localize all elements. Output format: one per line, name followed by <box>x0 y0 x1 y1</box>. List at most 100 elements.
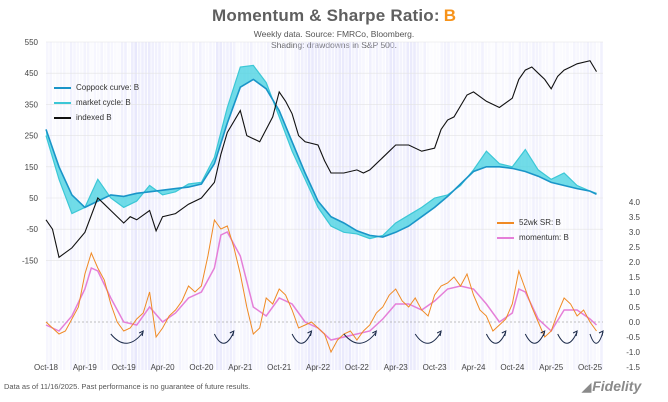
bitcoin-symbol-icon: B <box>443 6 456 25</box>
shading-stripe <box>226 42 229 370</box>
shading-stripe <box>369 42 372 370</box>
shading-stripe <box>338 42 341 370</box>
x-tick-label: Oct-24 <box>500 363 525 372</box>
shading-stripe <box>263 42 267 370</box>
x-tick-label: Oct-22 <box>345 363 370 372</box>
shading-stripe <box>600 42 603 370</box>
shading-stripe <box>188 42 192 370</box>
shading-stripe <box>161 42 165 370</box>
shading-stripe <box>222 42 226 370</box>
fidelity-logo-text: Fidelity <box>592 378 642 394</box>
shading-stripe <box>505 42 508 370</box>
shading-stripe <box>260 42 263 370</box>
shading-stripe <box>182 42 185 370</box>
shading-stripe <box>399 42 403 370</box>
lower-y-tick-label: 4.0 <box>629 198 641 207</box>
shading-stripe <box>83 42 86 370</box>
shading-stripe <box>409 42 413 370</box>
shading-stripe <box>447 42 450 370</box>
shading-stripe <box>63 42 66 370</box>
shading-stripe <box>158 42 161 370</box>
shading-stripe <box>460 42 464 370</box>
shading-stripe <box>440 42 443 370</box>
trough-arrow-head <box>436 330 442 337</box>
shading-stripe <box>559 42 562 370</box>
shading-stripe <box>477 42 481 370</box>
shading-stripe <box>212 42 216 370</box>
fidelity-logo-icon: ◢ <box>582 380 592 394</box>
lower-y-tick-label: 0.0 <box>629 318 641 327</box>
shading-stripe <box>491 42 494 370</box>
shading-stripe <box>250 42 253 370</box>
shading-stripe <box>590 42 593 370</box>
lower-y-tick-label: -1.5 <box>626 363 640 372</box>
upper-y-tick-label: -50 <box>26 225 38 234</box>
shading-stripe <box>209 42 212 370</box>
shading-stripe <box>552 42 556 370</box>
x-tick-label: Oct-19 <box>112 363 137 372</box>
shading-stripe <box>573 42 576 370</box>
shading-stripe <box>267 42 270 370</box>
shading-stripe <box>331 42 335 370</box>
x-tick-label: Oct-18 <box>34 363 59 372</box>
shading-stripe <box>511 42 515 370</box>
legend-label-market-cycle: market cycle: B <box>76 98 131 107</box>
trough-arrow-head <box>229 330 235 337</box>
legend-swatch-coppock <box>54 87 71 89</box>
lower-panel <box>45 218 598 354</box>
shading-stripe <box>144 42 148 370</box>
shading-stripe <box>141 42 144 370</box>
shading-stripe <box>515 42 518 370</box>
trough-arrow-head <box>598 330 604 337</box>
shading-stripe <box>311 42 314 370</box>
lower-legend: 52wk SR: B momentum: B <box>497 215 569 245</box>
lower-y-tick-label: 1.5 <box>629 273 641 282</box>
shading-stripe <box>273 42 277 370</box>
shading-stripe <box>416 42 420 370</box>
shading-stripe <box>569 42 573 370</box>
legend-item-coppock: Coppock curve: B <box>54 80 139 95</box>
shading-stripe <box>290 42 294 370</box>
trough-arrow <box>291 331 312 344</box>
shading-stripe <box>110 42 114 370</box>
trough-arrow-head <box>138 330 144 337</box>
lower-y-tick-label: -0.5 <box>626 333 640 342</box>
fidelity-logo: ◢Fidelity <box>582 378 641 394</box>
shading-stripe <box>457 42 460 370</box>
shading-stripe <box>199 42 202 370</box>
shading-stripe <box>355 42 358 370</box>
shading-stripe <box>518 42 522 370</box>
shading-stripe <box>494 42 498 370</box>
x-tick-label: Apr-21 <box>228 363 253 372</box>
shading-stripe <box>375 42 379 370</box>
lower-y-tick-label: 1.0 <box>629 288 641 297</box>
legend-item-momentum: momentum: B <box>497 230 569 245</box>
shading-stripe <box>134 42 137 370</box>
x-tick-label: Oct-20 <box>189 363 214 372</box>
trough-arrow <box>343 331 377 344</box>
shading-stripe <box>301 42 304 370</box>
chart-title: Momentum & Sharpe Ratio: <box>212 6 440 25</box>
shading-stripe <box>596 42 600 370</box>
upper-y-tick-label: 50 <box>29 194 38 203</box>
shading-stripe <box>420 42 423 370</box>
shading-stripe <box>168 42 171 370</box>
shading-stripe <box>549 42 552 370</box>
shading-stripe <box>253 42 256 370</box>
shading-stripe <box>532 42 535 370</box>
x-tick-label: Apr-24 <box>461 363 486 372</box>
shading-stripe <box>352 42 355 370</box>
lower-y-tick-label: 3.5 <box>629 213 641 222</box>
shading-stripe <box>528 42 532 370</box>
shading-stripe <box>501 42 505 370</box>
shading-stripe <box>535 42 539 370</box>
shading-stripe <box>294 42 297 370</box>
shading-stripe <box>481 42 484 370</box>
shading-stripe <box>358 42 362 370</box>
shading-stripe <box>127 42 131 370</box>
shading-stripe <box>216 42 219 370</box>
shading-stripe <box>403 42 406 370</box>
shading-stripe <box>437 42 440 370</box>
shading-stripe <box>192 42 195 370</box>
upper-y-tick-label: 250 <box>25 132 39 141</box>
